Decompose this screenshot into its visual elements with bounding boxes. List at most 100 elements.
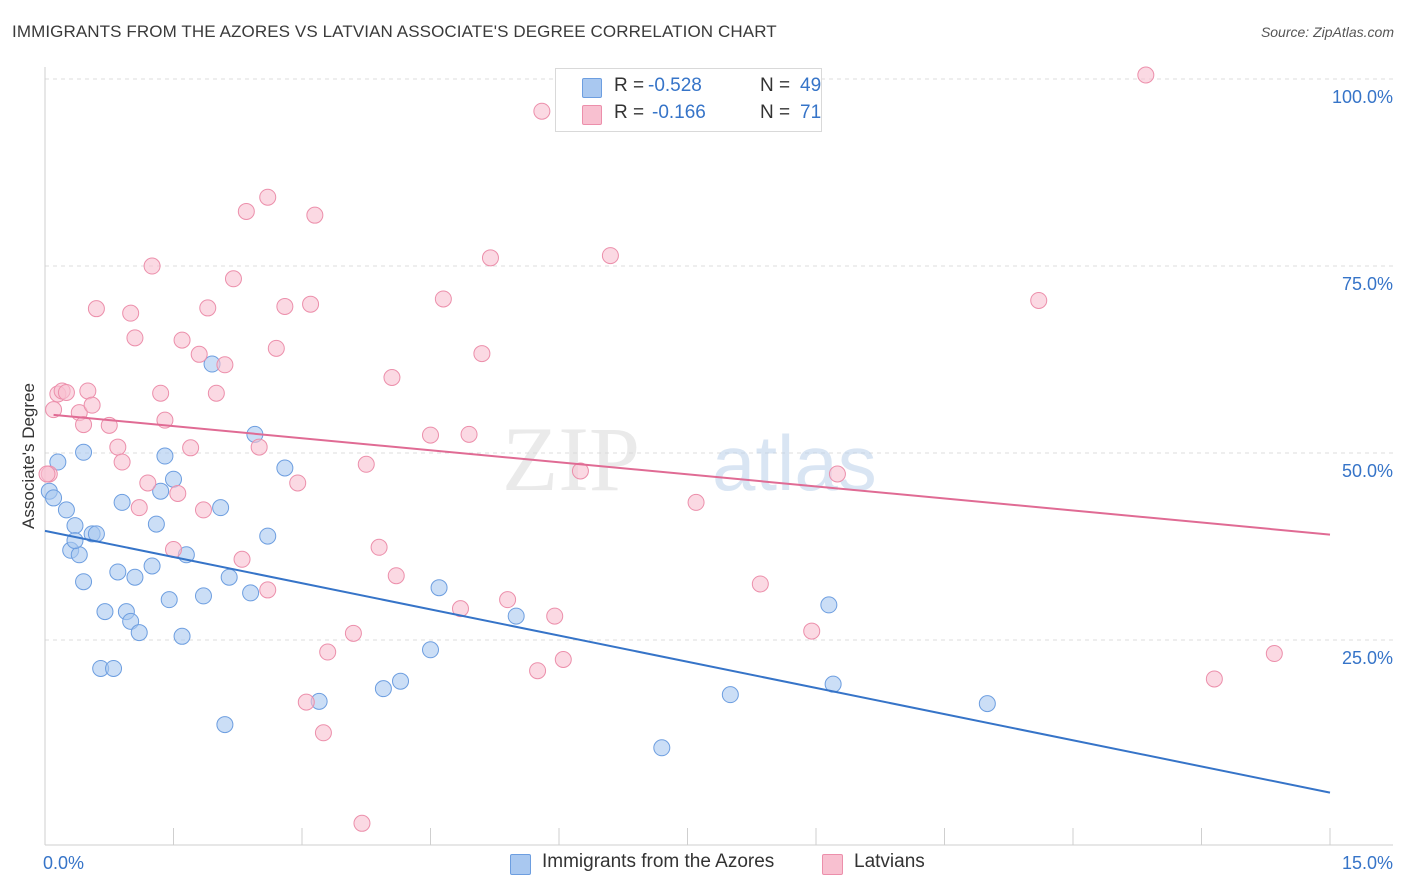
point-latvians xyxy=(83,396,101,414)
point-latvians xyxy=(122,304,140,322)
point-azores xyxy=(109,563,127,581)
point-latvians xyxy=(45,401,63,419)
point-latvians xyxy=(75,416,93,434)
point-azores xyxy=(507,607,525,625)
point-azores xyxy=(143,557,161,575)
chart-title: IMMIGRANTS FROM THE AZORES VS LATVIAN AS… xyxy=(12,22,777,41)
point-azores xyxy=(113,493,131,511)
y-tick-label: 100.0% xyxy=(1332,87,1393,107)
point-latvians xyxy=(687,493,705,511)
point-latvians xyxy=(451,600,469,618)
watermark-atlas: atlas xyxy=(712,419,877,507)
watermark: ZIP atlas xyxy=(502,408,877,510)
point-latvians xyxy=(267,339,285,357)
point-azores xyxy=(57,501,75,519)
y-axis-label: Associate's Degree xyxy=(19,383,38,529)
legend-label-latvians: Latvians xyxy=(854,851,925,872)
point-azores xyxy=(374,680,392,698)
point-latvians xyxy=(357,455,375,473)
legend-swatch-latvians xyxy=(822,854,843,875)
point-azores xyxy=(220,568,238,586)
point-latvians xyxy=(571,462,589,480)
point-azores xyxy=(70,546,88,564)
trendline-latvians xyxy=(53,413,1331,536)
point-latvians xyxy=(233,550,251,568)
point-latvians xyxy=(130,499,148,517)
legend-r-value: -0.528 xyxy=(648,75,702,96)
point-latvians xyxy=(314,724,332,742)
legend-n-label: N = xyxy=(760,75,791,96)
point-latvians xyxy=(1030,291,1048,309)
point-azores xyxy=(212,499,230,517)
point-latvians xyxy=(353,814,371,832)
point-azores xyxy=(152,482,170,500)
point-azores xyxy=(96,603,114,621)
point-azores xyxy=(45,489,63,507)
point-latvians xyxy=(216,356,234,374)
point-azores xyxy=(165,470,182,488)
legend-label-azores: Immigrants from the Azores xyxy=(542,851,775,872)
point-latvians xyxy=(224,270,242,288)
point-azores xyxy=(75,443,93,461)
point-azores xyxy=(820,596,838,614)
point-latvians xyxy=(529,662,547,680)
point-latvians xyxy=(803,622,821,640)
point-latvians xyxy=(370,538,388,556)
point-latvians xyxy=(173,331,191,349)
point-azores xyxy=(978,695,996,713)
point-azores xyxy=(422,641,439,659)
point-latvians xyxy=(190,345,208,363)
point-latvians xyxy=(289,474,307,492)
point-azores xyxy=(259,527,277,545)
point-azores xyxy=(147,515,165,533)
point-azores xyxy=(430,579,448,597)
point-latvians xyxy=(319,643,337,661)
point-latvians xyxy=(87,300,105,318)
point-latvians xyxy=(1265,645,1283,663)
point-azores xyxy=(194,587,212,605)
point-latvians xyxy=(152,384,170,402)
point-latvians xyxy=(828,465,846,483)
grid-lines xyxy=(45,78,1393,641)
legend-n-value: 49 xyxy=(800,75,822,96)
x-tick-label: 0.0% xyxy=(43,853,84,873)
point-azores xyxy=(242,584,260,602)
y-tick-label: 50.0% xyxy=(1342,461,1393,481)
correlation-legend: R = -0.528 N = 49 R = -0.166 N = 71 xyxy=(555,68,822,132)
x-axis: 0.0% 15.0% xyxy=(43,828,1393,873)
point-azores xyxy=(653,739,671,757)
trendline-azores xyxy=(44,529,1331,794)
point-azores xyxy=(392,672,410,690)
point-latvians xyxy=(250,438,268,456)
point-azores xyxy=(130,624,148,642)
series-legend: Immigrants from the Azores Latvians xyxy=(0,851,1406,877)
point-latvians xyxy=(533,102,551,120)
point-latvians xyxy=(481,249,499,267)
point-azores xyxy=(721,686,739,704)
legend-r-label: R = xyxy=(614,102,645,123)
point-latvians xyxy=(554,650,572,668)
point-azores xyxy=(216,716,234,734)
point-latvians xyxy=(207,384,225,402)
point-latvians xyxy=(383,369,401,386)
point-azores xyxy=(49,453,67,471)
point-latvians xyxy=(199,299,217,317)
point-azores xyxy=(276,459,294,477)
point-latvians xyxy=(259,188,277,206)
point-azores xyxy=(126,568,144,586)
point-latvians xyxy=(276,297,294,315)
point-azores xyxy=(105,659,123,677)
point-latvians xyxy=(434,290,452,308)
point-latvians xyxy=(601,247,619,265)
point-latvians xyxy=(546,607,564,625)
legend-n-label: N = xyxy=(760,102,791,123)
legend-swatch-azores xyxy=(582,78,602,98)
point-latvians xyxy=(306,206,324,224)
point-latvians xyxy=(169,484,187,502)
point-latvians xyxy=(422,426,439,444)
point-azores xyxy=(156,447,174,465)
point-latvians xyxy=(126,329,144,347)
legend-n-value: 71 xyxy=(800,102,822,123)
point-azores xyxy=(75,573,93,591)
